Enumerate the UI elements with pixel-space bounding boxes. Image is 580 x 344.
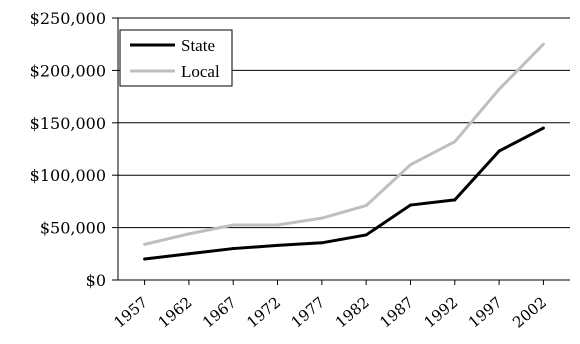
- legend-label-local: Local: [181, 62, 220, 81]
- y-tick-label-3: $150,000: [30, 114, 106, 133]
- data-point-state-7: [453, 198, 457, 202]
- x-tick-label-4: 1977: [288, 293, 329, 331]
- data-point-state-8: [497, 149, 501, 153]
- data-point-local-0: [143, 242, 147, 246]
- data-point-state-5: [364, 233, 368, 237]
- y-tick-label-4: $200,000: [30, 61, 106, 80]
- y-tick-labels: $0 $50,000 $100,000 $150,000 $200,000 $250,00…: [30, 9, 106, 290]
- data-point-local-6: [408, 163, 412, 167]
- x-tick-label-6: 1987: [376, 293, 417, 331]
- legend-box: [119, 29, 233, 87]
- data-point-state-0: [143, 257, 147, 261]
- x-tick-label-3: 1972: [243, 293, 284, 331]
- legend-label-state: State: [181, 36, 215, 55]
- x-tick-label-2: 1967: [199, 293, 240, 331]
- series-line-local: [144, 43, 545, 246]
- data-point-local-1: [187, 232, 191, 236]
- y-tick-label-1: $50,000: [40, 219, 106, 238]
- data-point-state-1: [187, 252, 191, 256]
- axes: [112, 17, 570, 285]
- data-point-local-4: [320, 216, 324, 220]
- data-point-state-2: [231, 247, 235, 251]
- x-tick-label-7: 1992: [421, 293, 462, 331]
- x-tick-label-9: 2002: [509, 293, 550, 331]
- x-tick-label-1: 1962: [155, 293, 196, 331]
- data-point-local-5: [364, 204, 368, 208]
- legend: State Local: [119, 29, 233, 87]
- series-lines: [143, 42, 545, 261]
- y-tick-label-5: $250,000: [30, 9, 106, 28]
- data-point-state-4: [320, 241, 324, 245]
- y-tick-label-2: $100,000: [30, 166, 106, 185]
- x-tick-labels: 1957 1962 1967 1972 1977 1982 1987 1992 1997 2002: [110, 293, 550, 331]
- data-point-local-7: [453, 140, 457, 144]
- x-tick-label-8: 1997: [465, 293, 506, 331]
- series-line-state: [144, 126, 545, 261]
- data-point-local-9: [541, 42, 545, 46]
- data-point-local-3: [276, 223, 280, 227]
- data-point-state-6: [408, 203, 412, 207]
- data-point-state-3: [276, 243, 280, 247]
- data-point-local-8: [497, 87, 501, 91]
- data-point-local-2: [231, 223, 235, 227]
- y-tick-label-0: $0: [86, 271, 106, 290]
- x-tick-label-5: 1982: [332, 293, 373, 331]
- data-point-state-9: [541, 126, 545, 130]
- x-tick-label-0: 1957: [110, 293, 151, 331]
